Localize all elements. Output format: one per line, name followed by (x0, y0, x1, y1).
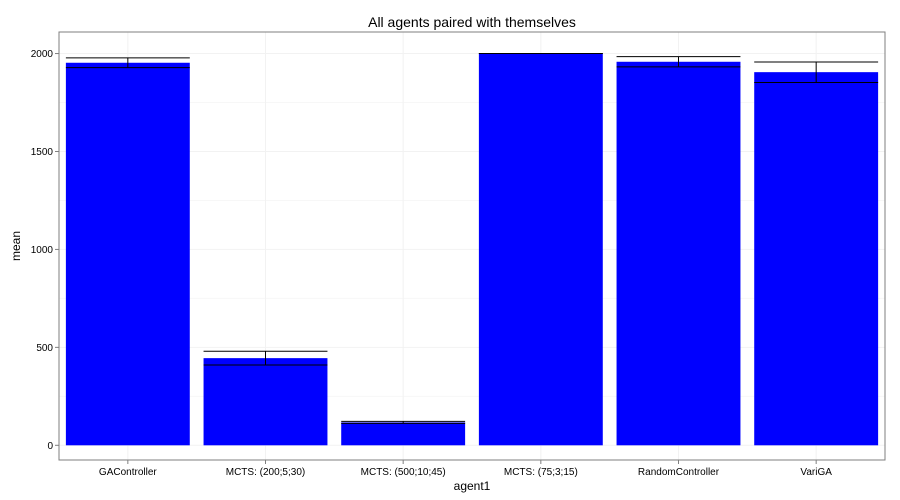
bar-layer (65, 53, 879, 446)
x-axis-ticks: GAController MCTS: (200;5;30) MCTS: (500;1… (99, 460, 832, 478)
x-tick-label: MCTS: (200;5;30) (226, 467, 305, 478)
bar (754, 72, 879, 446)
plot-frame (58, 31, 886, 461)
x-tick-label: GAController (99, 467, 157, 478)
x-tick-label: RandomController (638, 467, 720, 478)
y-axis-ticks: 0 500 1000 1500 2000 (31, 49, 59, 452)
bar (203, 358, 328, 446)
y-tick-label: 500 (36, 343, 53, 354)
y-tick-label: 2000 (31, 49, 54, 60)
chart-title: All agents paired with themselves (368, 14, 576, 30)
bar (341, 422, 466, 446)
bar (478, 53, 603, 446)
bar (616, 61, 741, 446)
bar (65, 62, 190, 446)
x-tick-label: VariGA (800, 467, 832, 478)
x-tick-label: MCTS: (75;3;15) (504, 467, 578, 478)
y-axis-label: mean (9, 231, 23, 261)
y-tick-label: 0 (47, 441, 53, 452)
x-axis-label: agent1 (454, 479, 491, 493)
y-tick-label: 1500 (31, 147, 54, 158)
y-tick-label: 1000 (31, 245, 54, 256)
error-bar-layer (65, 53, 879, 424)
x-tick-label: MCTS: (500;10;45) (361, 467, 446, 478)
